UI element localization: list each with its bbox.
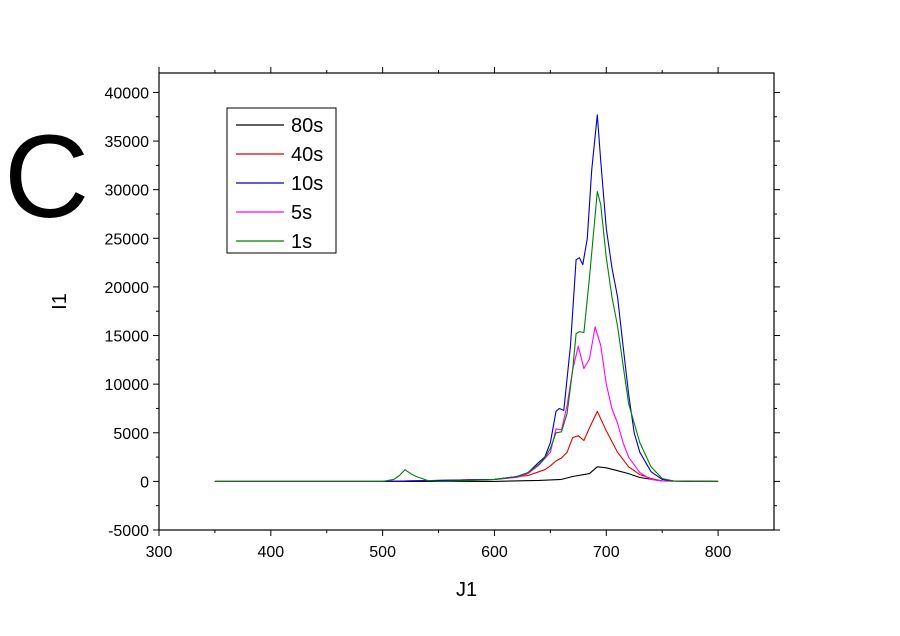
x-axis-title: J1: [456, 579, 477, 601]
y-tick-label: 40000: [105, 85, 150, 102]
y-tick-label: 20000: [105, 280, 150, 297]
x-tick-label: 700: [593, 544, 620, 561]
y-tick-label: 30000: [105, 183, 150, 200]
legend-box: [226, 107, 337, 254]
x-tick-label: 600: [481, 544, 508, 561]
y-tick-label: 0: [140, 474, 149, 491]
legend-label-80s: 80s: [291, 115, 323, 137]
legend-label-1s: 1s: [291, 231, 312, 253]
series-line-40s: [214, 410, 719, 482]
series-line-5s: [214, 326, 719, 482]
y-tick-label: 5000: [113, 426, 149, 443]
legend-label-40s: 40s: [291, 144, 323, 166]
x-tick-label: 500: [369, 544, 396, 561]
plot-frame: [158, 72, 775, 531]
y-tick-label: 25000: [105, 231, 150, 248]
x-tick-label: 300: [146, 544, 173, 561]
y-tick-label: -5000: [108, 523, 149, 540]
legend-label-5s: 5s: [291, 202, 312, 224]
x-tick-label: 400: [257, 544, 284, 561]
series-line-1s: [214, 191, 719, 482]
panel-letter: C: [4, 111, 90, 243]
y-axis-title: I1: [49, 293, 71, 310]
legend-label-10s: 10s: [291, 173, 323, 195]
x-tick-label: 800: [705, 544, 732, 561]
y-tick-label: 10000: [105, 377, 150, 394]
y-tick-label: 15000: [105, 329, 150, 346]
y-tick-label: 35000: [105, 134, 150, 151]
